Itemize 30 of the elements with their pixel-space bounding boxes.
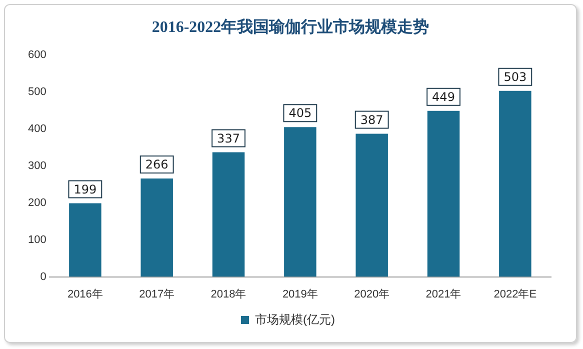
y-tick-label: 0 — [40, 270, 46, 283]
chart-title: 2016-2022年我国瑜伽行业市场规模走势 — [150, 17, 430, 38]
bar — [284, 127, 316, 277]
y-tick-label: 600 — [28, 49, 46, 62]
legend-label: 市场规模(亿元) — [255, 312, 336, 326]
bar — [499, 90, 532, 277]
x-tick-label: 2017年 — [139, 288, 175, 300]
x-tick-label: 2020年 — [354, 288, 390, 300]
data-label: 449 — [432, 90, 455, 104]
bar — [427, 110, 460, 277]
x-tick-label: 2018年 — [210, 288, 246, 300]
data-label: 405 — [288, 106, 312, 120]
data-label: 199 — [74, 182, 97, 196]
x-tick-label: 2016年 — [67, 288, 103, 300]
x-tick-label: 2022年E — [494, 288, 537, 300]
bar — [212, 152, 245, 277]
y-tick-label: 400 — [28, 122, 46, 135]
data-label: 503 — [504, 70, 527, 84]
data-label: 266 — [145, 158, 168, 172]
x-tick-label: 2019年 — [282, 288, 318, 300]
bar — [356, 134, 388, 277]
y-tick-label: 100 — [28, 234, 46, 246]
y-tick-label: 300 — [28, 160, 46, 172]
y-tick-label: 500 — [28, 86, 46, 98]
data-label: 387 — [360, 112, 384, 127]
data-label: 337 — [217, 131, 240, 146]
bar — [69, 203, 102, 277]
y-tick-label: 200 — [28, 196, 46, 209]
bar — [140, 178, 173, 277]
x-tick-label: 2021年 — [426, 288, 462, 300]
